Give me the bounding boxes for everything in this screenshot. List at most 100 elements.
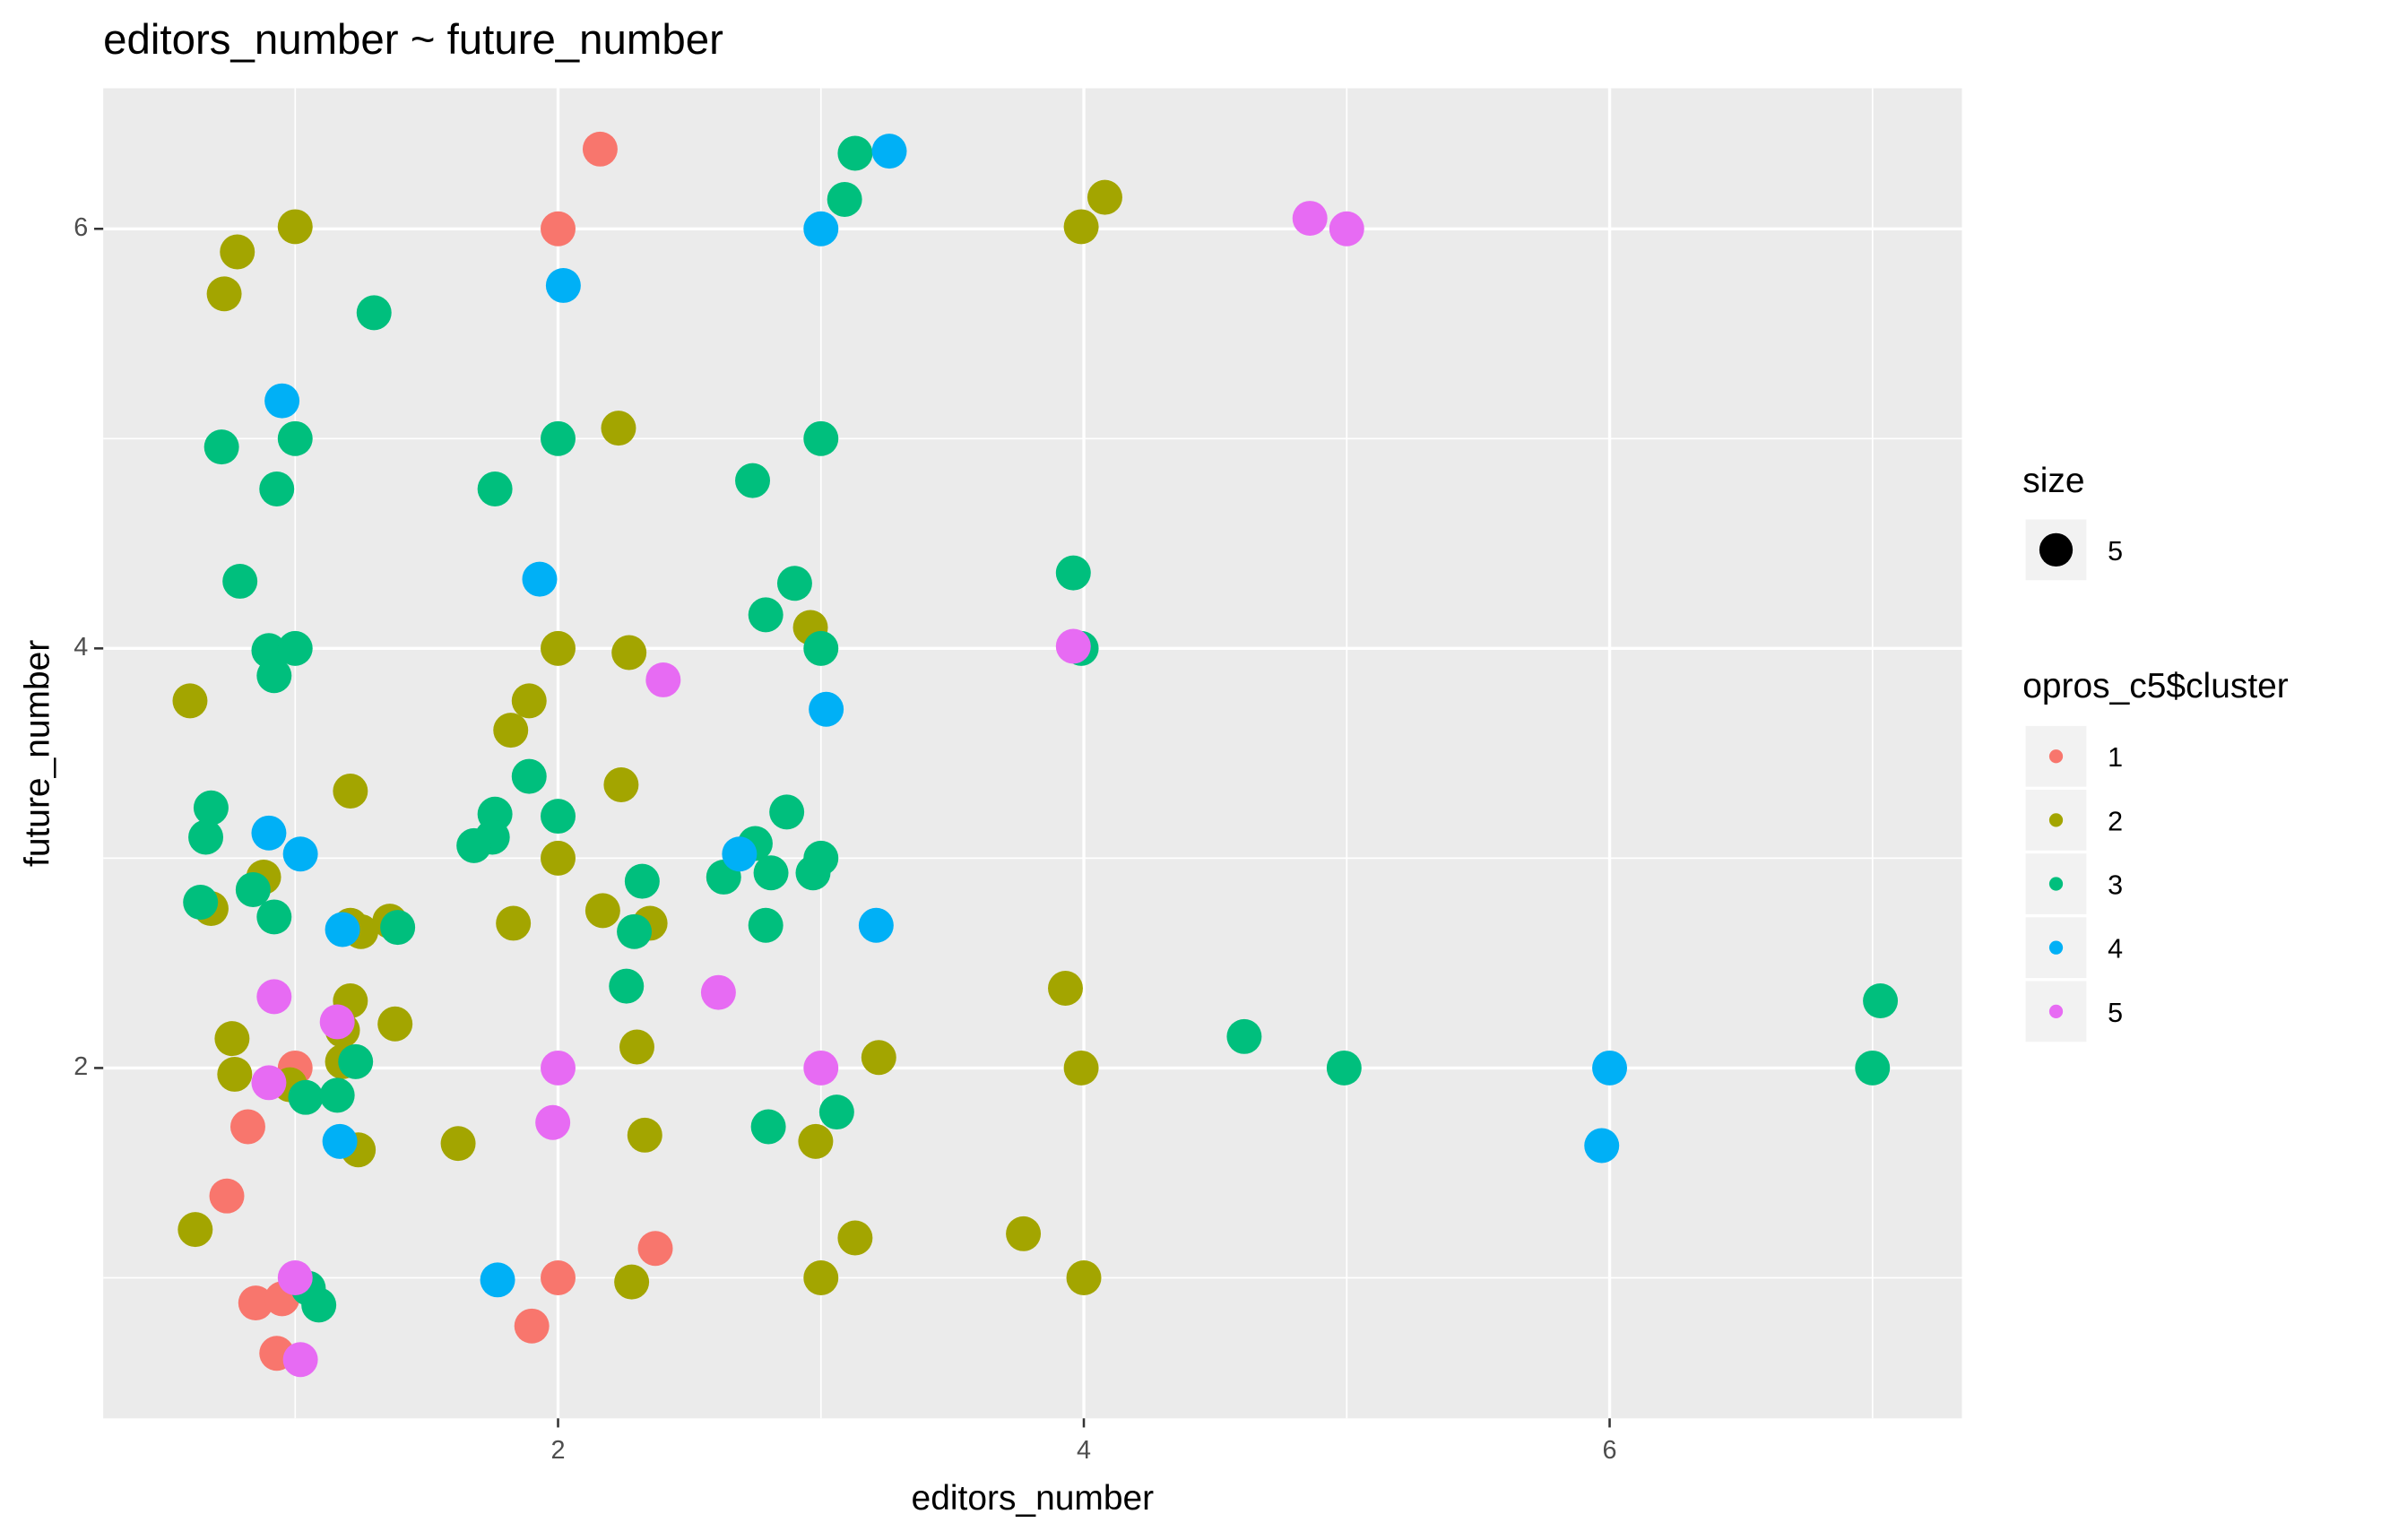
point [251, 1065, 287, 1101]
point [617, 913, 653, 949]
point [277, 209, 313, 245]
point [837, 1220, 873, 1256]
legend-label: 1 [2108, 742, 2123, 773]
point [477, 471, 513, 506]
point [541, 840, 576, 876]
point [1855, 1050, 1891, 1086]
legend-symbol [2048, 940, 2064, 955]
point [637, 1231, 673, 1267]
point [256, 899, 292, 935]
point [776, 566, 812, 601]
point [288, 1079, 324, 1115]
point [541, 1259, 576, 1295]
point [545, 267, 581, 303]
plot-panel [103, 88, 1962, 1419]
point [541, 630, 576, 666]
point [338, 1043, 374, 1079]
point [209, 1178, 245, 1214]
legend-symbol [2048, 813, 2064, 827]
point [603, 766, 639, 802]
point [264, 383, 300, 419]
point [769, 794, 805, 830]
point [722, 836, 758, 872]
point [535, 1104, 571, 1140]
point [1063, 209, 1099, 245]
point [1006, 1216, 1042, 1251]
point [511, 683, 547, 719]
point [1226, 1018, 1262, 1054]
point [1584, 1128, 1620, 1164]
point [750, 1109, 786, 1145]
point [193, 790, 229, 826]
point [1087, 179, 1122, 215]
legend-title: opros_c5$cluster [2022, 667, 2289, 705]
point [277, 420, 313, 456]
legend-label: 2 [2108, 806, 2123, 836]
y-tick-label: 6 [74, 213, 88, 242]
point [753, 855, 789, 891]
point [601, 411, 636, 446]
point [325, 912, 360, 947]
point [748, 597, 784, 633]
point [700, 974, 736, 1010]
point [282, 836, 318, 872]
point [356, 295, 392, 331]
point [256, 979, 292, 1015]
point [803, 1259, 839, 1295]
point [1292, 201, 1328, 237]
point [251, 815, 287, 851]
point [222, 563, 258, 599]
point [229, 1109, 265, 1145]
point [522, 561, 558, 597]
point [206, 276, 242, 312]
point [624, 863, 660, 899]
point [1055, 555, 1091, 591]
point [1048, 971, 1083, 1006]
point [871, 134, 907, 169]
point [377, 1006, 413, 1042]
legend-symbol [2048, 877, 2064, 891]
point [480, 1262, 515, 1298]
y-tick-label: 4 [74, 633, 88, 662]
legend-symbol [2048, 749, 2064, 764]
point [319, 1004, 355, 1040]
point [803, 1050, 839, 1086]
legend-title: size [2022, 462, 2084, 500]
point [235, 872, 271, 907]
legend-label: 3 [2108, 869, 2123, 900]
point [541, 799, 576, 835]
point [735, 463, 771, 498]
point [803, 211, 839, 247]
point [177, 1212, 213, 1248]
point [809, 691, 844, 727]
point [277, 630, 313, 666]
point [493, 713, 529, 748]
y-axis-label: future_number [18, 640, 56, 867]
point [514, 1308, 550, 1344]
point [220, 234, 255, 270]
point [217, 1056, 253, 1092]
point [511, 758, 547, 794]
point [188, 819, 224, 855]
point [827, 182, 862, 217]
point [333, 774, 368, 809]
point [440, 1126, 476, 1162]
point [748, 907, 784, 943]
point [803, 630, 839, 666]
point [803, 840, 839, 876]
point [614, 1264, 650, 1300]
point [861, 1040, 896, 1076]
point [319, 1077, 355, 1113]
point [183, 885, 219, 921]
point [541, 211, 576, 247]
point [456, 827, 492, 863]
point [214, 1021, 250, 1057]
point [282, 1342, 318, 1378]
point [582, 131, 618, 167]
point [619, 1029, 654, 1065]
point [584, 893, 620, 929]
point [172, 683, 208, 719]
point [496, 905, 532, 941]
